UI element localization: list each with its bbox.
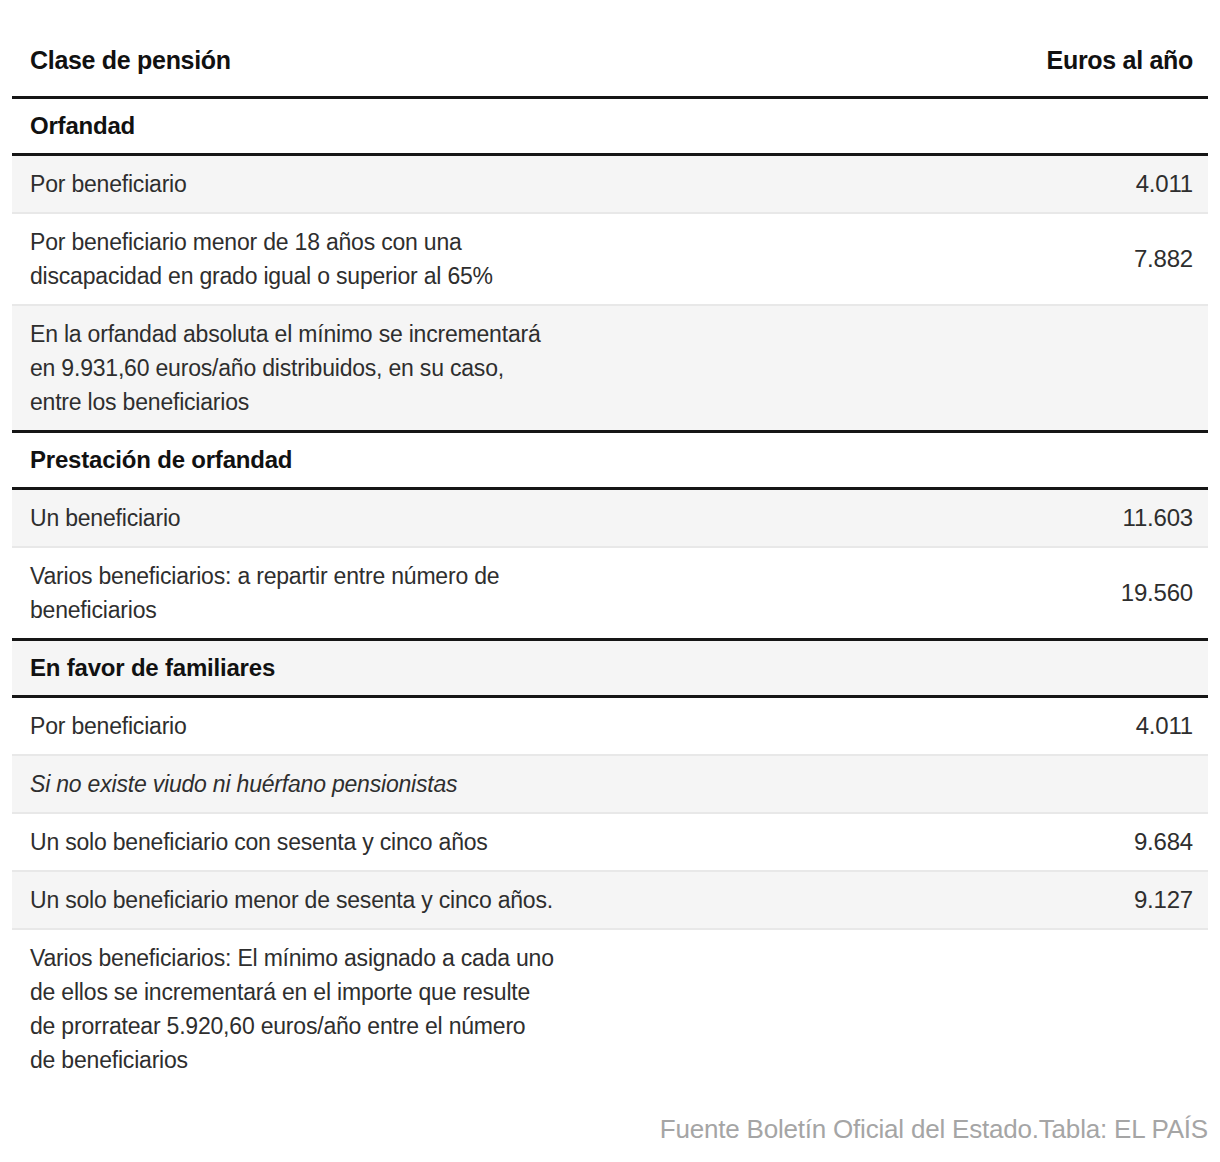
row-value bbox=[1022, 929, 1208, 1088]
row-value: 4.011 bbox=[1022, 155, 1208, 214]
column-header-euros-al-ano: Euros al año bbox=[1022, 38, 1208, 98]
pension-table-card: Clase de pensión Euros al año Orfandad P… bbox=[0, 0, 1220, 1145]
row-value: 9.127 bbox=[1022, 871, 1208, 929]
pension-table: Clase de pensión Euros al año Orfandad P… bbox=[12, 38, 1208, 1088]
table-row: Varios beneficiarios: El mínimo asignado… bbox=[12, 929, 1208, 1088]
table-row: Por beneficiario menor de 18 años con un… bbox=[12, 213, 1208, 305]
row-value bbox=[1022, 98, 1208, 155]
row-value bbox=[1022, 755, 1208, 813]
row-label: Un solo beneficiario menor de sesenta y … bbox=[12, 871, 1022, 929]
section-title: Prestación de orfandad bbox=[12, 432, 1022, 489]
row-value: 7.882 bbox=[1022, 213, 1208, 305]
row-value bbox=[1022, 305, 1208, 432]
table-row: Un beneficiario 11.603 bbox=[12, 489, 1208, 548]
row-label: En la orfandad absoluta el mínimo se inc… bbox=[12, 305, 1022, 432]
row-value: 11.603 bbox=[1022, 489, 1208, 548]
row-value bbox=[1022, 640, 1208, 697]
row-value: 4.011 bbox=[1022, 697, 1208, 756]
row-value: 19.560 bbox=[1022, 547, 1208, 640]
section-row-orfandad: Orfandad bbox=[12, 98, 1208, 155]
table-row: Un solo beneficiario menor de sesenta y … bbox=[12, 871, 1208, 929]
section-row-en-favor-de-familiares: En favor de familiares bbox=[12, 640, 1208, 697]
row-label: Varios beneficiarios: El mínimo asignado… bbox=[12, 929, 1022, 1088]
table-row: Varios beneficiarios: a repartir entre n… bbox=[12, 547, 1208, 640]
row-label: Por beneficiario bbox=[12, 155, 1022, 214]
table-row: Por beneficiario 4.011 bbox=[12, 697, 1208, 756]
row-label: Por beneficiario menor de 18 años con un… bbox=[12, 213, 1022, 305]
row-label: Por beneficiario bbox=[12, 697, 1022, 756]
source-credit: Fuente Boletín Oficial del Estado.Tabla:… bbox=[12, 1114, 1208, 1145]
column-header-clase-de-pension: Clase de pensión bbox=[12, 38, 1022, 98]
row-label: Un solo beneficiario con sesenta y cinco… bbox=[12, 813, 1022, 871]
table-header-row: Clase de pensión Euros al año bbox=[12, 38, 1208, 98]
table-row-condition-note: Si no existe viudo ni huérfano pensionis… bbox=[12, 755, 1208, 813]
section-title: Orfandad bbox=[12, 98, 1022, 155]
row-label: Si no existe viudo ni huérfano pensionis… bbox=[12, 755, 1022, 813]
row-value bbox=[1022, 432, 1208, 489]
section-row-prestacion-de-orfandad: Prestación de orfandad bbox=[12, 432, 1208, 489]
row-value: 9.684 bbox=[1022, 813, 1208, 871]
table-row: En la orfandad absoluta el mínimo se inc… bbox=[12, 305, 1208, 432]
table-row: Un solo beneficiario con sesenta y cinco… bbox=[12, 813, 1208, 871]
section-title: En favor de familiares bbox=[12, 640, 1022, 697]
table-row: Por beneficiario 4.011 bbox=[12, 155, 1208, 214]
row-label: Varios beneficiarios: a repartir entre n… bbox=[12, 547, 1022, 640]
row-label: Un beneficiario bbox=[12, 489, 1022, 548]
